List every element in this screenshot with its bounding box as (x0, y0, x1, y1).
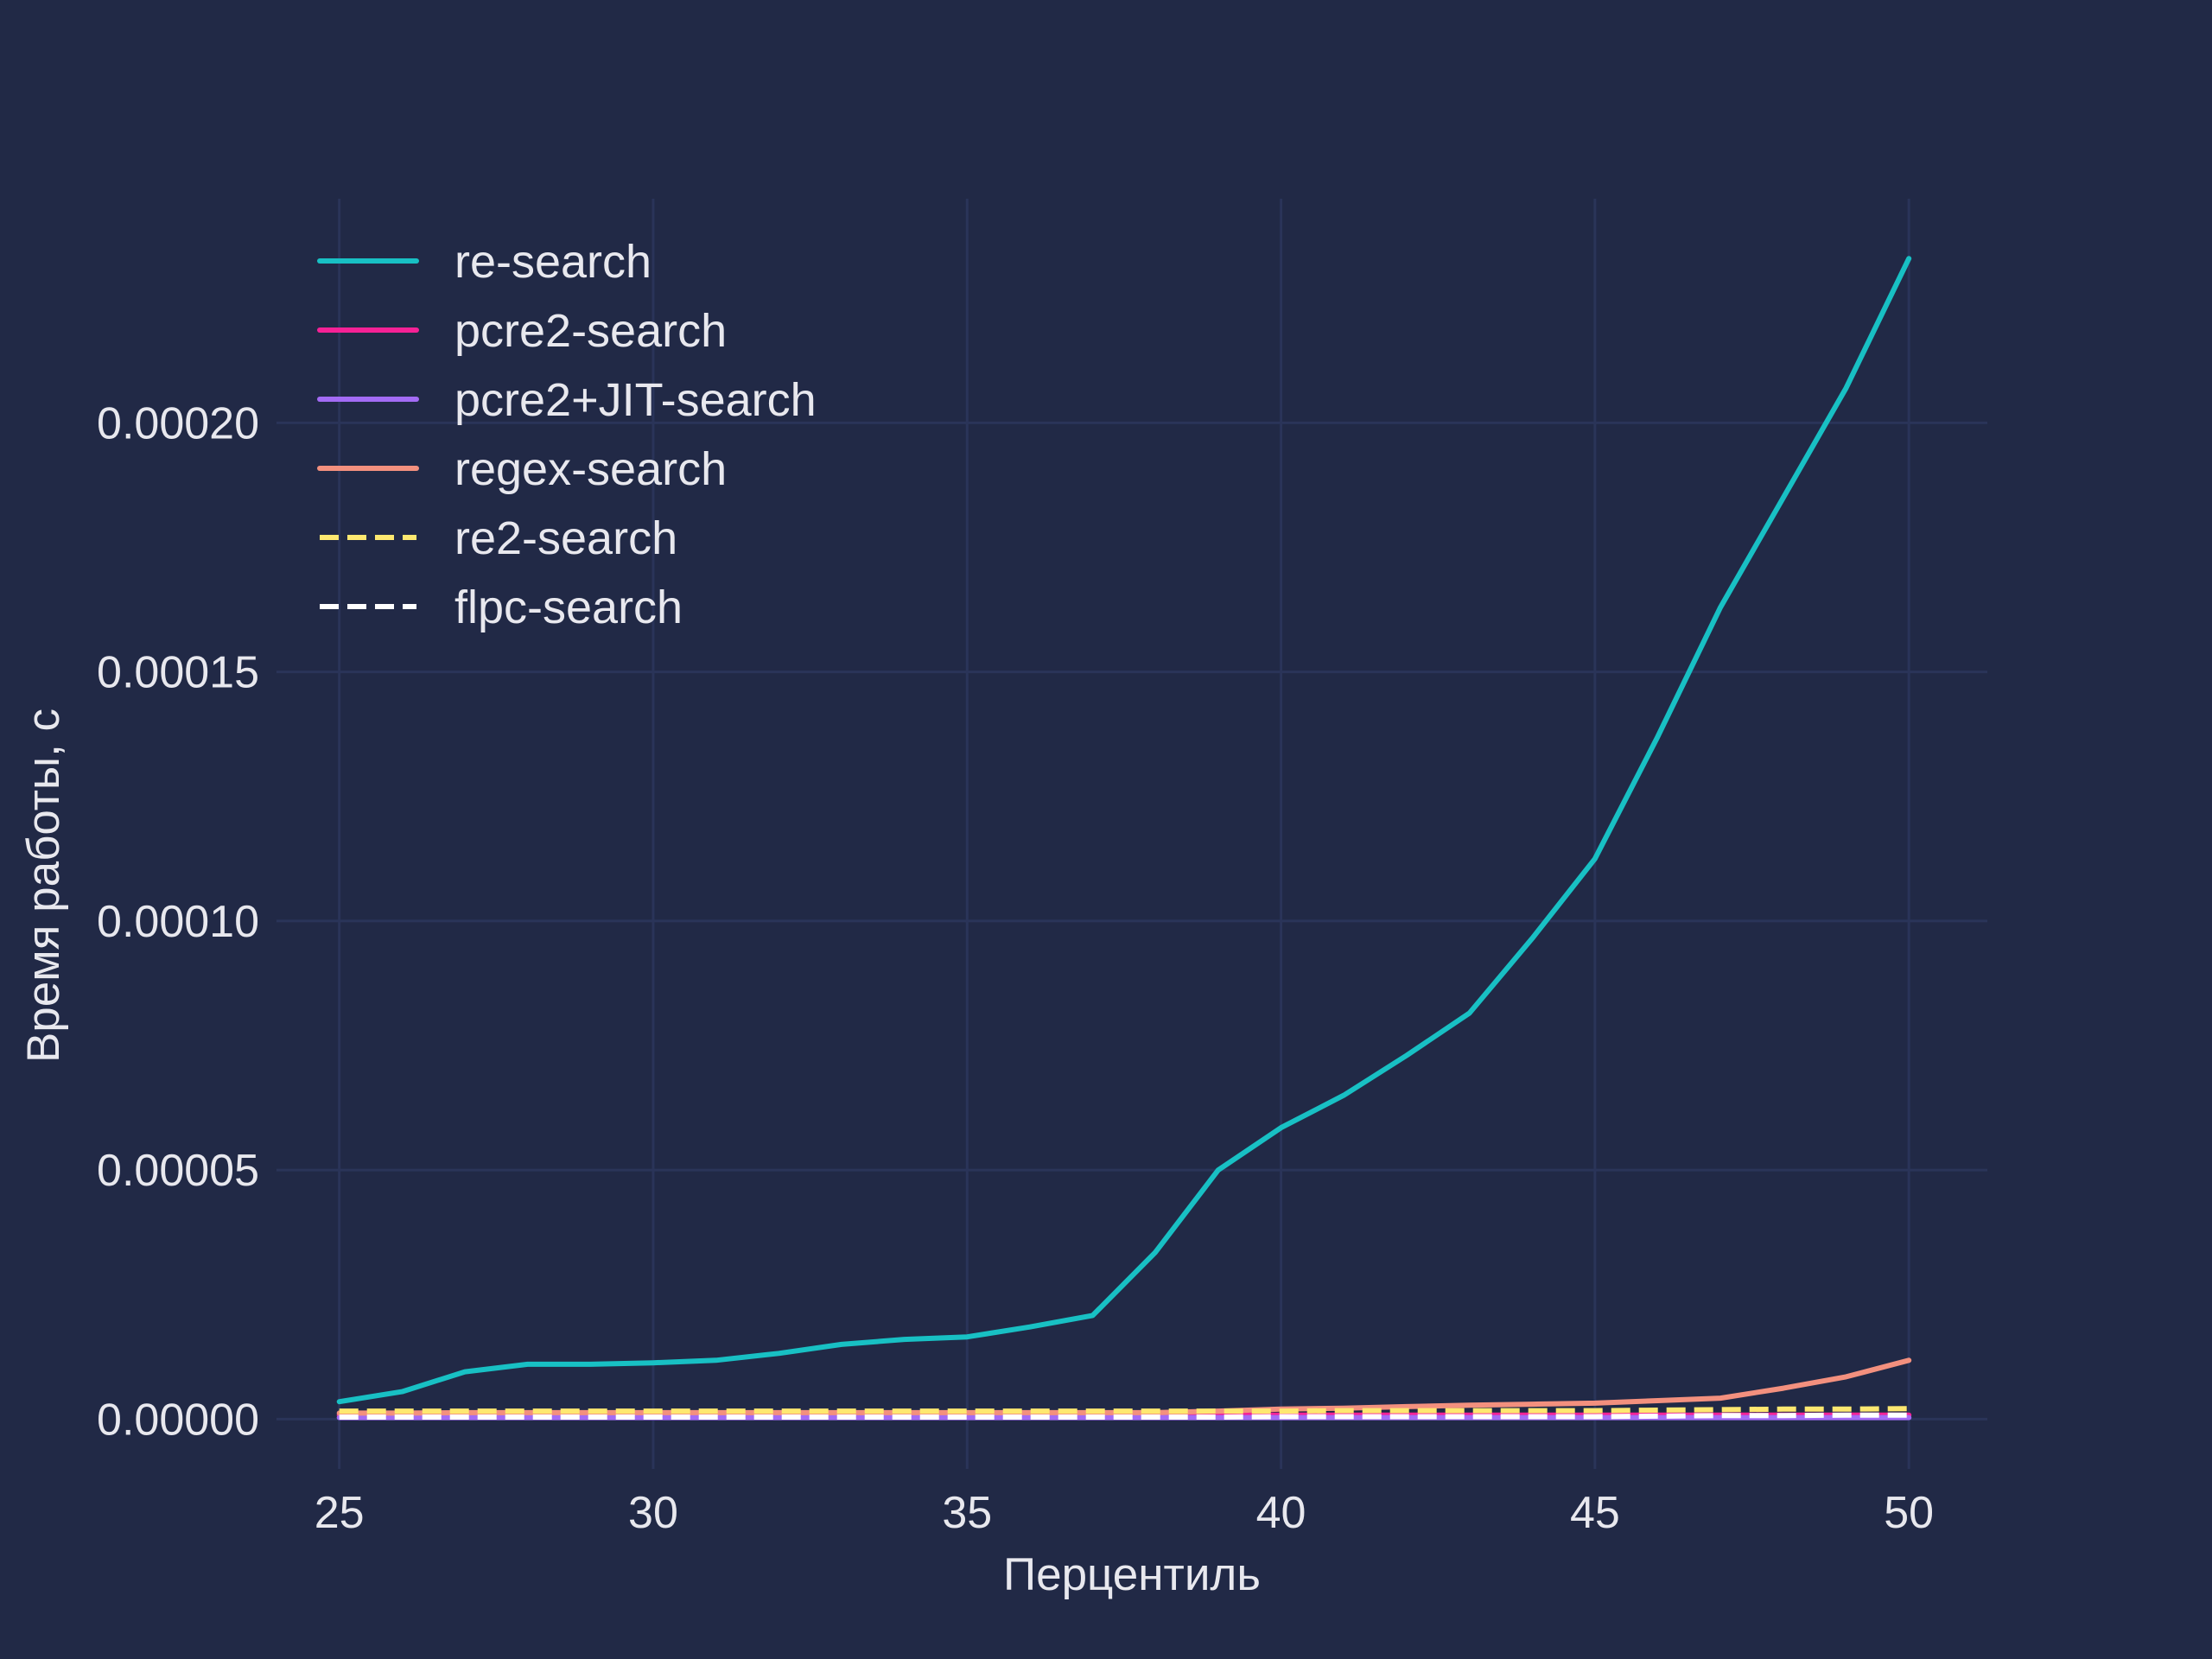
series-line-re-search (336, 256, 1912, 1405)
series-lines (336, 256, 1912, 1421)
legend-label: pcre2+JIT-search (454, 374, 817, 426)
grid (276, 199, 1987, 1469)
y-tick-label: 0.00010 (97, 897, 259, 947)
legend-label: pcre2-search (454, 305, 727, 357)
legend-label: re-search (454, 236, 652, 288)
x-tick-label: 30 (628, 1488, 678, 1538)
legend-label: re2-search (454, 512, 677, 564)
x-axis-ticks: 25 30 35 40 45 50 (315, 1488, 1934, 1538)
y-axis-ticks: 0.00000 0.00005 0.00010 0.00015 0.00020 (97, 398, 259, 1445)
x-axis-title: Перцентиль (1003, 1549, 1261, 1600)
legend: re-search pcre2-search pcre2+JIT-search reg… (317, 236, 817, 633)
x-tick-label: 40 (1256, 1488, 1306, 1538)
y-axis-title: Время работы, с (18, 709, 69, 1063)
x-tick-label: 45 (1570, 1488, 1620, 1538)
series-line-flpc-search (339, 1412, 1910, 1420)
x-tick-label: 50 (1884, 1488, 1934, 1538)
legend-label: regex-search (454, 443, 727, 495)
legend-label: flpc-search (454, 582, 683, 633)
series-line-re2-search (339, 1406, 1910, 1414)
y-tick-label: 0.00000 (97, 1395, 259, 1445)
y-tick-label: 0.00015 (97, 648, 259, 698)
x-tick-label: 35 (942, 1488, 992, 1538)
y-tick-label: 0.00020 (97, 398, 259, 448)
y-tick-label: 0.00005 (97, 1146, 259, 1196)
x-tick-label: 25 (315, 1488, 365, 1538)
